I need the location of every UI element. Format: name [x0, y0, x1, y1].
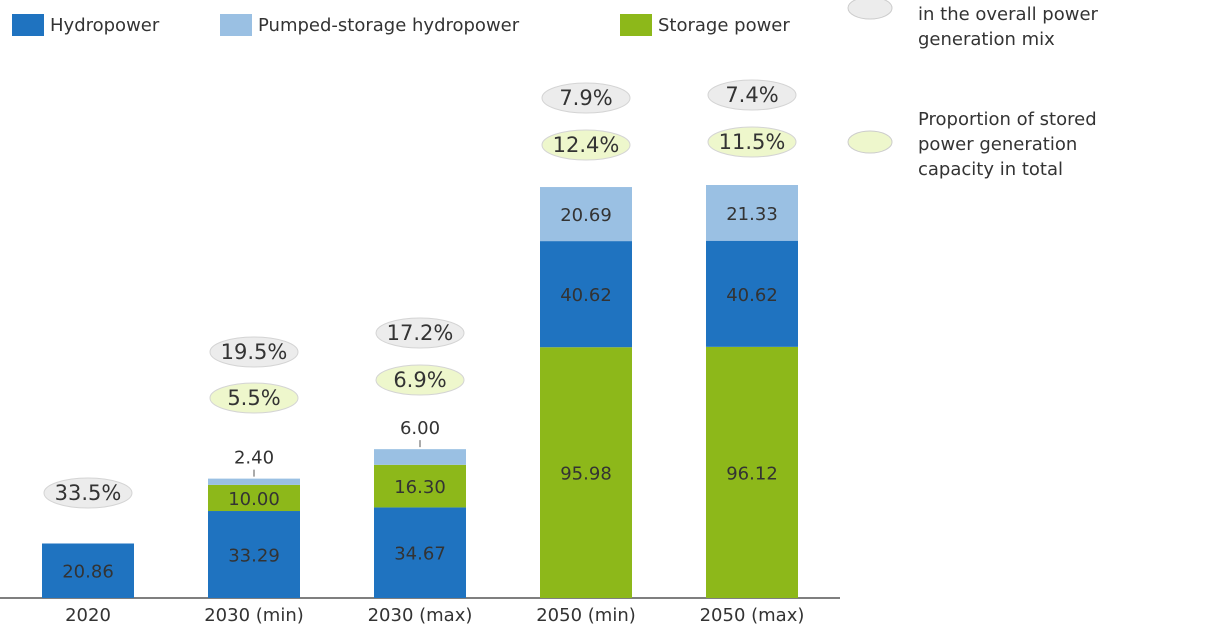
data-label: 16.30 — [394, 477, 446, 498]
data-label: 10.00 — [228, 489, 280, 510]
ratio-bubble — [707, 79, 797, 111]
bar-segment — [374, 507, 466, 598]
legend-swatch — [12, 14, 44, 36]
bar-segment — [374, 449, 466, 465]
ratio-label: 19.5% — [221, 340, 288, 364]
data-label: 33.29 — [228, 546, 280, 567]
legend-label: Storage power — [658, 15, 790, 36]
bar-segment — [706, 185, 798, 241]
legend-label: in the overall power — [918, 4, 1099, 25]
bar-segment — [208, 478, 300, 485]
bar-segment — [208, 484, 300, 512]
x-tick-label: 2020 — [65, 605, 111, 626]
bar-segment — [42, 543, 134, 598]
bar-segment — [374, 464, 466, 508]
data-label: 21.33 — [726, 204, 778, 225]
data-label: 2.40 — [234, 448, 274, 469]
ratio-label: 5.5% — [227, 386, 280, 410]
legend-ellipse — [847, 130, 893, 154]
x-tick-label: 2030 (max) — [368, 605, 473, 626]
x-tick-label: 2050 (min) — [536, 605, 636, 626]
legend-label: capacity in total — [918, 159, 1063, 180]
legend-label: Hydropower — [50, 15, 160, 36]
ratio-bubble — [707, 126, 797, 158]
x-tick-label: 2030 (min) — [204, 605, 304, 626]
legend-label: power generation — [918, 134, 1077, 155]
ratio-label: 7.9% — [559, 86, 612, 110]
legend-label: Proportion of stored — [918, 109, 1097, 130]
bar-segment — [706, 346, 798, 598]
data-label: 6.00 — [400, 418, 440, 439]
bar-segment — [540, 241, 632, 348]
ratio-label: 33.5% — [55, 481, 122, 505]
ratio-bubble — [209, 382, 299, 414]
ratio-label: 6.9% — [393, 368, 446, 392]
data-label: 96.12 — [726, 463, 778, 484]
data-label: 95.98 — [560, 464, 612, 485]
ratio-bubble — [209, 336, 299, 368]
data-label: 40.62 — [726, 285, 778, 306]
bar-segment — [540, 187, 632, 242]
legend-swatch — [620, 14, 652, 36]
ratio-label: 17.2% — [387, 321, 454, 345]
ratio-bubble — [43, 477, 133, 509]
ratio-bubble — [375, 317, 465, 349]
bar-segment — [706, 240, 798, 347]
legend-swatch — [220, 14, 252, 36]
ratio-label: 11.5% — [719, 130, 786, 154]
ratio-bubble — [375, 364, 465, 396]
legend-label: Pumped-storage hydropower — [258, 15, 520, 36]
data-label: 20.69 — [560, 205, 612, 226]
ratio-bubble — [541, 129, 631, 161]
bar-segment — [540, 347, 632, 598]
x-tick-label: 2050 (max) — [700, 605, 805, 626]
ratio-label: 12.4% — [553, 133, 620, 157]
data-label: 40.62 — [560, 285, 612, 306]
ratio-label: 7.4% — [725, 83, 778, 107]
bar-segment — [208, 511, 300, 598]
legend-ellipse — [847, 0, 893, 20]
data-label: 34.67 — [394, 544, 446, 565]
data-label: 20.86 — [62, 562, 114, 583]
ratio-bubble — [541, 82, 631, 114]
legend-label: generation mix — [918, 29, 1055, 50]
